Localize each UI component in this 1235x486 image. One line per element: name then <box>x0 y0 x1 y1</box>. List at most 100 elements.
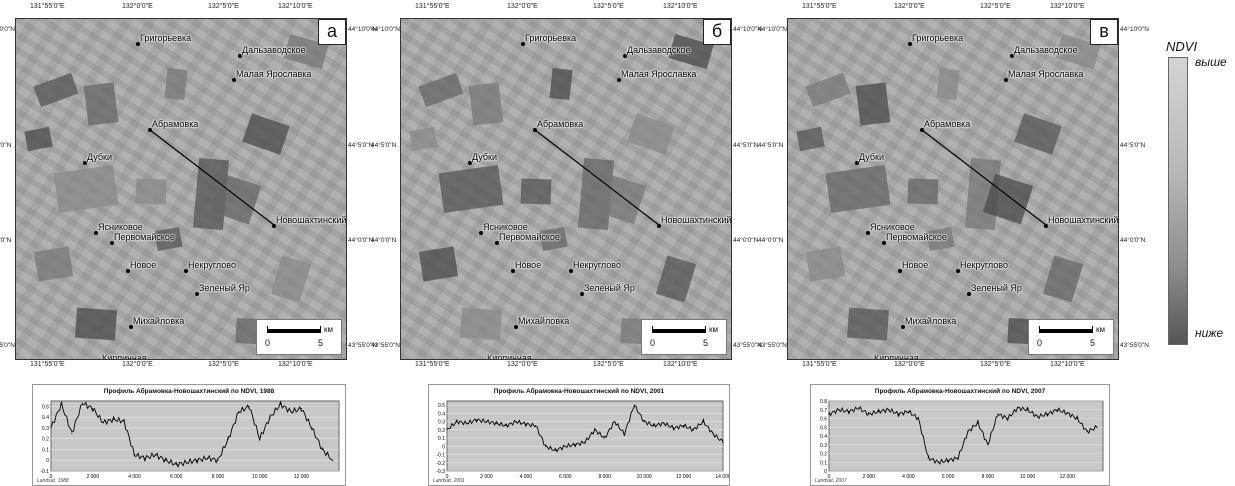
y-tick-label: 0.8 <box>820 399 827 405</box>
scale-zero: 0 <box>1037 338 1043 348</box>
town-label: Некруглово <box>188 260 236 270</box>
data-point <box>544 445 547 447</box>
town-label: Первомайское <box>114 232 175 242</box>
x-tick-label: 0 <box>828 474 831 480</box>
town-marker <box>126 269 130 273</box>
coord-right-label: 44°10'0"N <box>733 26 762 33</box>
panel-letter: в <box>1090 19 1118 45</box>
coord-top-label: 132°10'0"E <box>1050 3 1085 10</box>
field-patch <box>549 68 573 100</box>
town-label: Ясниковое <box>98 222 143 232</box>
scale-unit: км <box>324 325 333 334</box>
town-label: Ясниковое <box>870 222 915 232</box>
coord-top-label: 132°10'0"E <box>663 3 698 10</box>
scale-five: 5 <box>1090 338 1096 348</box>
field-patch <box>805 246 846 282</box>
x-tick-label: 14 000 <box>715 474 729 480</box>
data-point <box>92 407 94 410</box>
field-patch <box>438 165 504 213</box>
data-point <box>113 418 115 420</box>
town-label: Дубки <box>472 152 498 162</box>
coord-left-label: 44°5'0"N <box>758 142 784 149</box>
data-point <box>446 429 448 431</box>
y-tick-label: 0.1 <box>438 436 445 442</box>
chart-title: Профиль Абрамовка-Новошахтинский по NDVI… <box>493 388 665 395</box>
data-point <box>300 407 303 410</box>
map-panel-c: 131°55'0"E 131°55'0"E 132°0'0"E 132°0'0"E 13… <box>758 0 1149 370</box>
data-point <box>868 413 870 415</box>
x-tick-label: 2 000 <box>86 474 99 480</box>
coord-top-label: 132°5'0"E <box>980 3 1011 10</box>
field-patch <box>796 126 825 152</box>
x-tick-label: 12 000 <box>676 474 692 480</box>
data-point <box>692 429 695 431</box>
town-label: Дальзаводское <box>627 45 691 55</box>
y-tick-label: -0.1 <box>40 469 49 475</box>
coord-left-label: 43°55'0"N <box>371 342 400 349</box>
data-point <box>123 420 125 423</box>
town-marker <box>866 231 870 235</box>
y-tick-label: -0.2 <box>436 461 445 467</box>
y-tick-label: 0.3 <box>438 420 445 426</box>
coord-left-label: 44°0'0"N <box>371 237 397 244</box>
field-patch <box>627 113 675 155</box>
data-point <box>1017 407 1019 409</box>
field-patch <box>668 33 714 70</box>
profile-line <box>534 129 660 226</box>
data-point <box>217 459 219 461</box>
field-patch <box>855 82 891 126</box>
data-point <box>663 422 665 424</box>
field-patch <box>33 246 74 282</box>
coord-top-label: 131°55'0"E <box>415 3 450 10</box>
x-tick-label: 0 <box>50 474 53 480</box>
field-patch <box>418 72 464 108</box>
data-point <box>259 438 261 440</box>
town-label: Михайловка <box>905 316 957 326</box>
town-marker <box>908 42 912 46</box>
town-marker <box>956 269 960 273</box>
town-label: Кирпичная <box>102 353 147 360</box>
coord-left-label: 43°55'0"N <box>758 342 787 349</box>
field-patch <box>33 72 79 108</box>
data-point <box>937 461 939 463</box>
ndvi-profile-chart-c: 0 0.1 0.2 0.3 0.4 0.5 0.6 0.7 0.8 0 2 000 4 000 6 00… <box>810 384 1110 486</box>
field-patch <box>418 246 459 282</box>
town-label: Некруглово <box>960 260 1008 270</box>
ndvi-profile-chart-a: -0.1 0 0.1 0.2 0.3 0.4 0.5 0 2 000 4 000 6 000 8 00… <box>32 384 346 486</box>
coord-bottom-label: 132°10'0"E <box>278 361 313 368</box>
satellite-map: б Григорьевка Дальзаводское Малая Ярославка… <box>400 18 732 360</box>
town-marker <box>1044 224 1048 228</box>
ndvi-series-line <box>446 405 724 453</box>
data-point <box>574 444 576 446</box>
town-label: Новошахтинский <box>1048 215 1119 225</box>
town-marker <box>514 325 518 329</box>
data-point <box>878 410 880 413</box>
map-panel-b: 131°55'0"E 131°55'0"E 132°0'0"E 132°0'0"E 13… <box>371 0 762 370</box>
scale-bar <box>1039 326 1093 333</box>
data-point <box>495 422 497 424</box>
chart-title: Профиль Абрамовка-Новошахтинский по NDVI… <box>874 388 1046 395</box>
data-point <box>505 425 507 427</box>
town-label: Кирпичная <box>487 353 532 360</box>
town-label: Григорьевка <box>912 33 964 43</box>
y-tick-label: -0.3 <box>436 469 445 475</box>
data-point <box>613 420 616 423</box>
coord-right-label: 44°0'0"N <box>733 237 759 244</box>
data-point <box>81 402 83 404</box>
field-patch <box>936 68 960 100</box>
town-marker <box>901 325 905 329</box>
y-tick-label: 0.4 <box>438 411 445 417</box>
town-marker <box>533 128 537 132</box>
data-point <box>1007 417 1009 420</box>
data-point <box>311 427 313 429</box>
data-point <box>456 420 458 423</box>
town-marker <box>195 292 199 296</box>
data-point <box>1046 413 1049 415</box>
town-label: Ясниковое <box>483 222 528 232</box>
coord-top-label: 132°0'0"E <box>507 3 538 10</box>
town-label: Михайловка <box>518 316 570 326</box>
data-point <box>206 457 209 459</box>
town-label: Абрамовка <box>537 119 584 129</box>
coord-right-label: 44°5'0"N <box>348 142 374 149</box>
data-point <box>290 411 292 413</box>
